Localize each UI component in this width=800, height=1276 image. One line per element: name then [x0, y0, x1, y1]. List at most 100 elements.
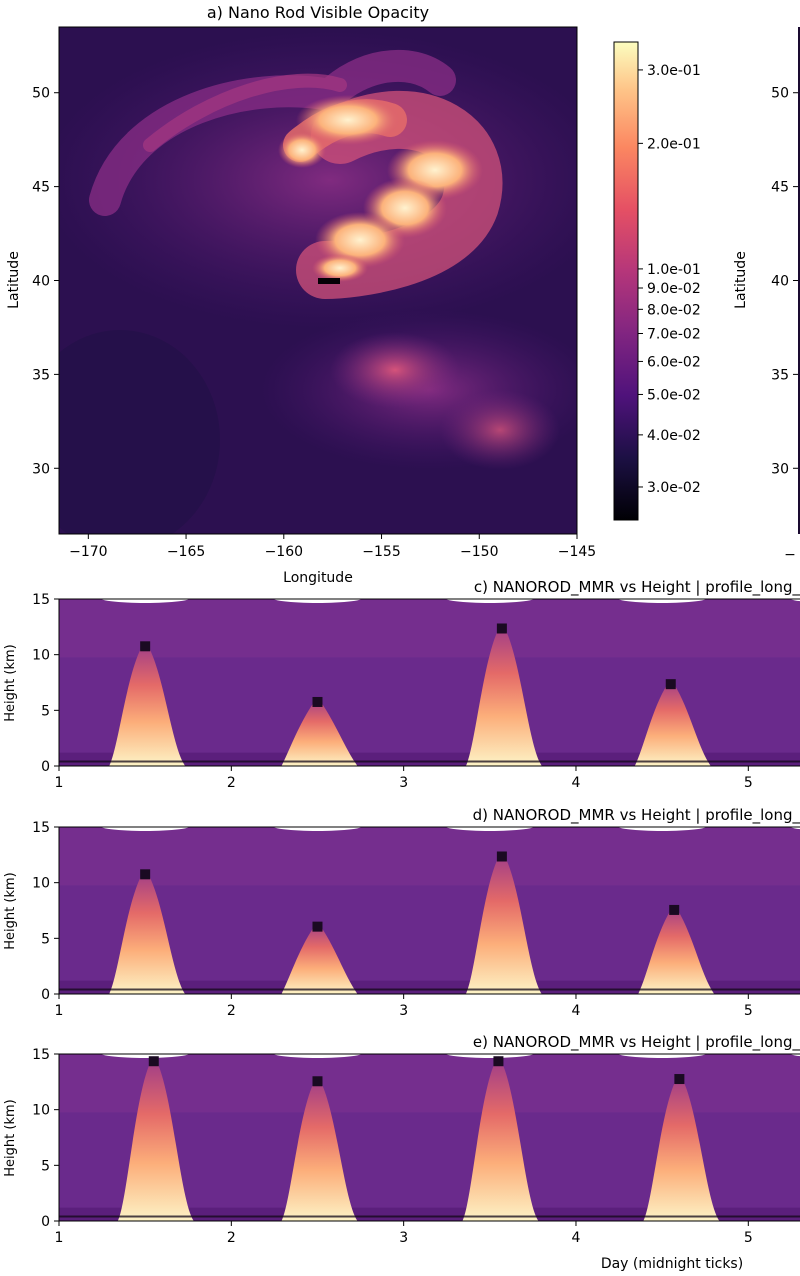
panel-c: c) NANOROD_MMR vs Height | profile_long_…: [3, 578, 800, 791]
colorbar-tick-label: 8.0e-02: [647, 302, 701, 318]
panel-c-ytick-label: 15: [32, 592, 50, 608]
panel-c-plume-top: [496, 623, 507, 634]
panel-d-surface-layer: [59, 980, 800, 994]
panel-d-upper-layer: [59, 827, 800, 886]
panel-d-xtick-label: 4: [572, 1003, 581, 1019]
panel-c-xtick-label: 3: [399, 775, 408, 791]
panel-c-axes: 1 2 3 4 5 0 5 10 15: [32, 592, 800, 791]
panel-c-xtick-label: 1: [55, 775, 64, 791]
panel-e-plume-top: [674, 1074, 685, 1085]
panel-e-ytick-label: 10: [32, 1103, 50, 1119]
panel-d-xtick-label: 2: [227, 1003, 236, 1019]
panel-d-plume-top: [669, 904, 680, 915]
panel-c-plume: [281, 696, 358, 766]
panel-b-ylabel: Latitude: [733, 251, 749, 309]
panel-e-missing-data: [99, 1054, 191, 1058]
panel-c-title: c) NANOROD_MMR vs Height | profile_long_: [474, 578, 800, 597]
panel-a-ytick-label: 35: [32, 367, 50, 383]
panel-b-xtick-partial: −: [784, 547, 796, 563]
panel-d-ytick-label: 0: [41, 987, 50, 1003]
panel-d-plume-top: [312, 921, 323, 932]
panel-a-ytick-label: 45: [32, 180, 50, 196]
panel-e-xtick-label: 3: [399, 1230, 408, 1246]
colorbar-tick-label: 5.0e-02: [647, 387, 701, 403]
panel-e-missing-data: [616, 1054, 708, 1058]
panel-c-ytick-label: 10: [32, 648, 50, 664]
panel-d-missing-data: [444, 827, 536, 831]
panel-e-plume: [462, 1056, 539, 1221]
panel-e-heatmap: [59, 1054, 800, 1221]
panel-e-ytick-label: 5: [41, 1158, 50, 1174]
panel-d-plume: [465, 851, 542, 994]
panel-a-xlabel: Longitude: [283, 570, 353, 586]
panel-b-ytick-label: 45: [771, 180, 789, 196]
panel-a: a) Nano Rod Visible Opacity −170 −165 −160…: [6, 3, 701, 586]
panel-d-plume: [109, 869, 186, 994]
panel-b-ytick-label: 50: [771, 86, 789, 102]
panel-a-xtick-label: −150: [460, 544, 498, 560]
panel-c-missing-data: [99, 599, 191, 603]
panel-c-missing-data: [789, 599, 800, 602]
panel-c-plume-top: [665, 679, 676, 690]
panel-e-xlabel: Day (midnight ticks): [601, 1256, 743, 1272]
panel-d-plume-top: [496, 851, 507, 862]
panel-d-plume: [638, 904, 715, 994]
panel-d-xtick-label: 5: [744, 1003, 753, 1019]
panel-a-xtick-label: −155: [362, 544, 400, 560]
panel-d: d) NANOROD_MMR vs Height | profile_long_…: [3, 806, 800, 1019]
panel-e-xtick-label: 1: [55, 1230, 64, 1246]
panel-e-plume-top: [312, 1076, 323, 1087]
panel-c-plume: [634, 679, 711, 766]
panel-d-ytick-label: 15: [32, 820, 50, 836]
panel-d-ytick-label: 10: [32, 876, 50, 892]
panel-d-missing-data: [99, 827, 191, 831]
panel-e-plume-top: [493, 1056, 504, 1067]
panel-a-ytick-label: 50: [32, 86, 50, 102]
panel-c-plume-top: [312, 696, 323, 707]
colorbar-ticks: 3.0e-01 2.0e-01 1.0e-01 9.0e-02 8.0e-02 7.0e-…: [638, 63, 701, 496]
panel-e-missing-data: [444, 1054, 536, 1058]
panel-c-upper-layer: [59, 599, 800, 658]
panel-d-heatmap: [59, 827, 800, 994]
panel-c-heatmap: [59, 599, 800, 766]
colorbar-gradient: [613, 41, 639, 521]
colorbar-tick-label: 3.0e-02: [647, 480, 701, 496]
panel-e-ytick-label: 0: [41, 1214, 50, 1230]
panel-c-xtick-label: 5: [744, 775, 753, 791]
colorbar-tick-label: 9.0e-02: [647, 281, 701, 297]
panel-c-frame: [58, 598, 800, 767]
panel-b-map-edge: [798, 27, 800, 534]
panel-a-axes: −170 −165 −160 −155 −150 −145 30 35 40 45 50: [32, 86, 596, 560]
panel-c-plume: [465, 623, 542, 766]
panel-e-plume: [117, 1056, 194, 1221]
panel-d-ytick-label: 5: [41, 931, 50, 947]
panel-a-ytick-label: 40: [32, 274, 50, 290]
panel-e-xtick-label: 4: [572, 1230, 581, 1246]
panel-e-plume: [281, 1076, 358, 1221]
panel-d-plume-top: [140, 869, 151, 880]
panel-c-xtick-label: 2: [227, 775, 236, 791]
panel-e-missing-data: [789, 1054, 800, 1057]
panel-b-ytick-label: 30: [771, 461, 789, 477]
panel-e-plume-top: [148, 1056, 159, 1067]
panel-d-title: d) NANOROD_MMR vs Height | profile_long_: [473, 806, 800, 825]
panel-d-plume: [281, 921, 358, 994]
panel-e-title: e) NANOROD_MMR vs Height | profile_long_: [473, 1033, 800, 1052]
panel-c-xtick-label: 4: [572, 775, 581, 791]
panel-b-ytick-label: 35: [771, 367, 789, 383]
panel-c-ytick-label: 0: [41, 759, 50, 775]
panel-a-title: a) Nano Rod Visible Opacity: [207, 3, 429, 22]
panel-b: 30 35 40 45 50 Latitude −: [733, 27, 800, 563]
colorbar: 3.0e-01 2.0e-01 1.0e-01 9.0e-02 8.0e-02 7.0e-…: [613, 41, 701, 521]
panel-a-xtick-label: −170: [69, 544, 107, 560]
panel-e-ylabel: Height (km): [3, 1099, 18, 1176]
panel-c-plume: [109, 641, 186, 766]
colorbar-tick-label: 7.0e-02: [647, 327, 701, 343]
panel-d-missing-data: [272, 827, 363, 831]
panel-c-missing-data: [272, 599, 363, 603]
panel-c-missing-data: [444, 599, 536, 603]
panel-a-map: [59, 27, 577, 534]
colorbar-tick-label: 3.0e-01: [647, 63, 701, 79]
colorbar-tick-label: 6.0e-02: [647, 354, 701, 370]
